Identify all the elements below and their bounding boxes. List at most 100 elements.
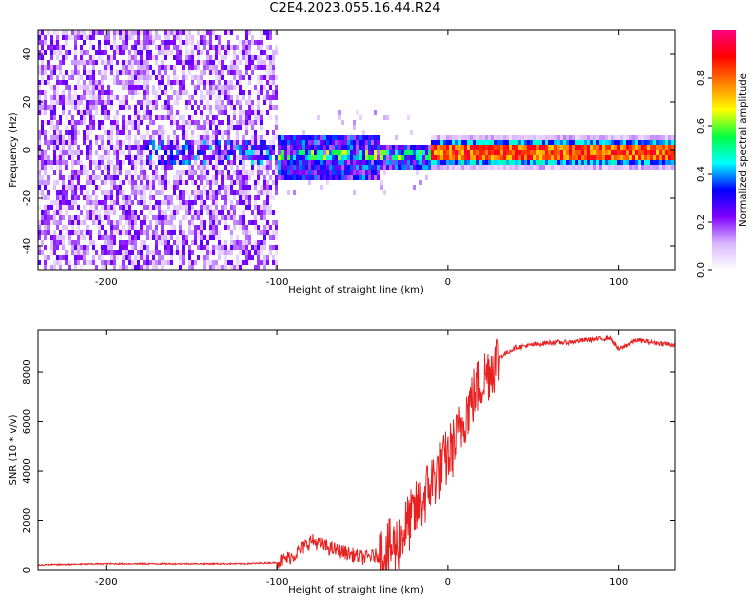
heatmap-cell [98, 100, 101, 105]
heatmap-cell [431, 150, 434, 155]
heatmap-cell [110, 105, 113, 110]
heatmap-cell [248, 75, 251, 80]
heatmap-cell [47, 155, 50, 160]
heatmap-cell [95, 210, 98, 215]
heatmap-cell [89, 45, 92, 50]
heatmap-cell [251, 140, 254, 145]
heatmap-cell [239, 125, 242, 130]
heatmap-cell [374, 175, 377, 180]
heatmap-cell [128, 225, 131, 230]
heatmap-cell [206, 250, 209, 255]
heatmap-cell [125, 230, 128, 235]
heatmap-cell [269, 165, 272, 170]
heatmap-cell [158, 250, 161, 255]
heatmap-cell [62, 190, 65, 195]
heatmap-cell [56, 165, 59, 170]
heatmap-cell [449, 150, 452, 155]
heatmap-cell [167, 35, 170, 40]
heatmap-cell [179, 40, 182, 45]
heatmap-cell [572, 165, 575, 170]
heatmap-cell [41, 155, 44, 160]
heatmap-cell [668, 160, 671, 165]
heatmap-cell [80, 185, 83, 190]
heatmap-cell [356, 150, 359, 155]
heatmap-cell [221, 245, 224, 250]
heatmap-cell [590, 155, 593, 160]
heatmap-cell [68, 185, 71, 190]
heatmap-cell [362, 175, 365, 180]
heatmap-cell [260, 75, 263, 80]
heatmap-cell [122, 260, 125, 265]
heatmap-cell [260, 120, 263, 125]
heatmap-cell [287, 170, 290, 175]
heatmap-cell [470, 160, 473, 165]
heatmap-cell [251, 125, 254, 130]
heatmap-cell [260, 165, 263, 170]
heatmap-cell [206, 175, 209, 180]
heatmap-cell [284, 145, 287, 150]
heatmap-cell [92, 75, 95, 80]
heatmap-cell [113, 45, 116, 50]
heatmap-cell [206, 260, 209, 265]
heatmap-cell [641, 140, 644, 145]
heatmap-cell [137, 65, 140, 70]
heatmap-cell [461, 165, 464, 170]
heatmap-cell [245, 120, 248, 125]
heatmap-cell [236, 165, 239, 170]
heatmap-cell [116, 70, 119, 75]
heatmap-cell [287, 190, 290, 195]
heatmap-cell [215, 100, 218, 105]
heatmap-cell [584, 155, 587, 160]
heatmap-cell [224, 145, 227, 150]
heatmap-cell [242, 170, 245, 175]
heatmap-cell [542, 155, 545, 160]
heatmap-cell [188, 210, 191, 215]
heatmap-cell [272, 220, 275, 225]
heatmap-cell [320, 150, 323, 155]
heatmap-cell [44, 215, 47, 220]
heatmap-cell [629, 150, 632, 155]
heatmap-cell [74, 185, 77, 190]
heatmap-cell [212, 145, 215, 150]
heatmap-cell [74, 200, 77, 205]
heatmap-cell [305, 170, 308, 175]
heatmap-cell [179, 160, 182, 165]
heatmap-cell [257, 135, 260, 140]
heatmap-cell [566, 135, 569, 140]
heatmap-cell [209, 215, 212, 220]
heatmap-cell [128, 230, 131, 235]
heatmap-cell [179, 145, 182, 150]
heatmap-cell [128, 30, 131, 35]
heatmap-cell [167, 200, 170, 205]
heatmap-cell [149, 250, 152, 255]
heatmap-cell [44, 260, 47, 265]
heatmap-cell [164, 150, 167, 155]
heatmap-cell [224, 155, 227, 160]
heatmap-cell [248, 50, 251, 55]
heatmap-cell [590, 145, 593, 150]
heatmap-cell [236, 220, 239, 225]
heatmap-cell [206, 165, 209, 170]
heatmap-cell [86, 190, 89, 195]
heatmap-cell [146, 145, 149, 150]
heatmap-cell [671, 140, 674, 145]
heatmap-cell [74, 170, 77, 175]
heatmap-cell [341, 165, 344, 170]
heatmap-cell [113, 220, 116, 225]
heatmap-cell [560, 150, 563, 155]
heatmap-cell [140, 145, 143, 150]
heatmap-cell [122, 225, 125, 230]
heatmap-cell [158, 45, 161, 50]
heatmap-cell [56, 30, 59, 35]
heatmap-cell [134, 190, 137, 195]
heatmap-cell [311, 165, 314, 170]
heatmap-cell [497, 160, 500, 165]
heatmap-cell [239, 195, 242, 200]
heatmap-cell [203, 45, 206, 50]
heatmap-cell [185, 140, 188, 145]
heatmap-cell [200, 80, 203, 85]
heatmap-cell [671, 145, 674, 150]
heatmap-cell [539, 140, 542, 145]
heatmap-cell [86, 155, 89, 160]
heatmap-cell [473, 150, 476, 155]
